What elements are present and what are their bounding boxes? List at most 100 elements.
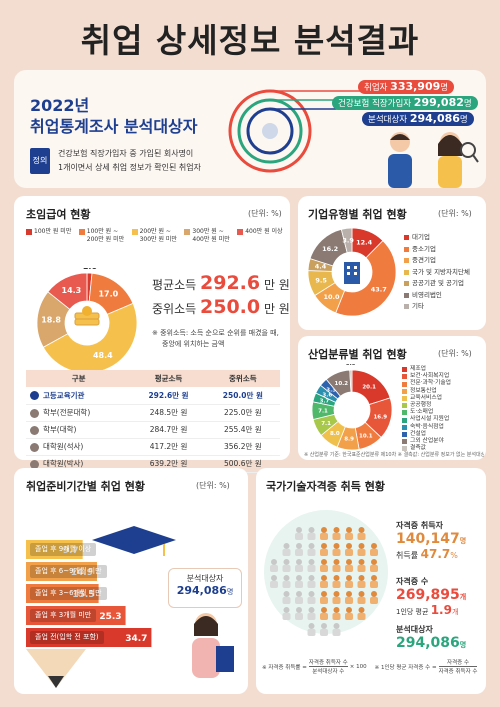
graduation-cap-icon	[92, 526, 176, 556]
industry-unit: (단위: %)	[438, 349, 472, 358]
table-cell-text: 학부(전문대학)	[43, 408, 91, 417]
person-icon	[346, 543, 352, 549]
legend-item: 결측값	[402, 445, 486, 452]
person-icon	[357, 613, 366, 620]
table-cell-text: 255.4만 원	[224, 425, 262, 434]
person-icon	[308, 559, 315, 565]
person-icon	[333, 559, 340, 565]
person-icon	[332, 613, 341, 620]
legend-item: 기타	[404, 301, 484, 313]
cert-count-unit: 개	[459, 593, 467, 601]
legend-swatch	[26, 229, 32, 235]
table-cell-text: 639.2만 원	[149, 459, 188, 468]
building-icon	[344, 262, 360, 284]
prep-bar-value: 14.9	[71, 568, 93, 578]
formula-2-lhs: ※ 1인당 평균 자격증 수 =	[374, 664, 437, 671]
cert-holders-unit: 명	[459, 537, 467, 545]
cert-per-unit: 개	[451, 608, 459, 616]
salary-title: 초임급여 현황	[26, 208, 91, 221]
person-icon	[332, 597, 341, 604]
person-icon	[345, 581, 353, 588]
table-cell: 284.7만 원	[131, 421, 206, 439]
legend-swatch	[402, 403, 407, 409]
legend-swatch	[402, 388, 407, 394]
legend-item: 제조업	[402, 366, 486, 373]
cert-rate-value: 47.7	[420, 547, 451, 561]
salary-pie-chart: 1.6 17.0 48.4 18.8 14.3	[36, 268, 138, 374]
company-slice-label: 9.5	[315, 277, 327, 285]
industry-slice-label: 3.6	[322, 393, 332, 399]
person-icon	[345, 597, 353, 604]
legend-label: 중견기업	[412, 256, 436, 264]
table-cell-text: 250.0만 원	[222, 390, 263, 400]
table-cell: 학부(대학)	[26, 421, 132, 439]
table-cell-text: 356.2만 원	[224, 442, 262, 451]
person-icon	[283, 607, 290, 613]
person-icon	[332, 581, 341, 588]
person-icon	[307, 629, 316, 636]
person-icon	[296, 559, 302, 565]
person-icon	[308, 623, 315, 629]
cert-holders: 자격증 취득자 140,147명 취득률 47.7%	[396, 520, 482, 561]
table-cell-text: 고등교육기관	[43, 390, 85, 400]
legend-label: 숙박·음식점업	[410, 423, 444, 430]
salary-slice-label: 14.3	[62, 286, 82, 295]
person-icon	[320, 533, 328, 540]
person-icon	[283, 575, 290, 581]
legend-swatch	[237, 229, 244, 235]
person-icon	[358, 575, 365, 581]
person-icon	[308, 575, 315, 581]
salary-legend-item: 400만 원 이상	[237, 228, 286, 244]
legend-swatch	[78, 229, 85, 235]
cert-per-label: 1인당 평균	[396, 608, 429, 616]
analysis-bubble: 분석대상자 294,086명	[168, 568, 242, 608]
income-table-header: 구분	[26, 370, 132, 387]
salary-legend-item: 100만 원 ~ 200만 원 미만	[78, 228, 128, 244]
person-icon	[307, 533, 316, 540]
legend-label: 정보통신업	[410, 387, 437, 394]
person-icon	[371, 591, 377, 597]
industry-slice-label: 3.7	[320, 399, 330, 405]
person-icon	[357, 581, 366, 588]
definition-line-1: 건강보험 직장가입자 중 가입된 회사명이	[58, 149, 194, 158]
legend-item: 전문·과학·기술업	[402, 380, 486, 387]
legend-label: 300만 원 ~ 400만 원 미만	[192, 228, 230, 243]
income-table-header: 평균소득	[131, 370, 206, 387]
table-cell-text: 대학원(석사)	[43, 442, 84, 451]
person-icon	[321, 543, 327, 549]
person-icon	[321, 527, 327, 533]
definition-line-2: 1개이면서 상세 취업 정보가 확인된 취업자	[58, 163, 201, 172]
person-icon	[270, 565, 278, 572]
industry-slice-label: 3.3	[326, 388, 336, 394]
person-icon	[320, 597, 328, 604]
income-table-header: 중위소득	[205, 370, 280, 387]
header-subtitle: 취업통계조사 분석대상자	[30, 117, 198, 136]
median-note: ※ 중위소득: 소득 순으로 순위를 매겼을 때, 중앙에 위치하는 금액	[152, 328, 282, 350]
people-illustration-icon	[388, 132, 479, 188]
prep-step-label: 졸업 전(입학 전 포함)	[30, 631, 104, 644]
person-icon	[320, 629, 328, 636]
legend-label: 결측값	[410, 445, 426, 452]
person-icon	[345, 613, 353, 620]
cert-count-label: 자격증 수	[396, 577, 429, 586]
table-row: 학부(전문대학) 248.5만 원 225.0만 원	[26, 404, 280, 422]
table-cell-text: 284.7만 원	[149, 425, 188, 434]
definition-text: 건강보험 직장가입자 중 가입된 회사명이 1개이면서 상세 취업 정보가 확인…	[58, 147, 278, 175]
legend-swatch	[404, 292, 409, 298]
person-icon	[333, 527, 340, 533]
person-icon	[296, 591, 302, 597]
industry-slice-label: 10.2	[335, 381, 349, 387]
person-icon	[283, 543, 290, 549]
legend-label: 200만 원 ~ 300만 원 미만	[139, 228, 177, 243]
company-slice	[340, 227, 353, 254]
legend-swatch	[184, 229, 191, 235]
legend-item: 보건·사회복지업	[402, 373, 486, 380]
salary-legend-item: 300만 원 ~ 400만 원 미만	[184, 228, 233, 244]
person-icon	[346, 607, 352, 613]
salary-slice-label: 1.6	[83, 268, 98, 271]
person-icon	[295, 581, 303, 588]
legend-swatch	[402, 439, 407, 445]
legend-swatch	[404, 304, 409, 310]
person-icon	[358, 591, 365, 597]
person-icon	[295, 549, 303, 556]
